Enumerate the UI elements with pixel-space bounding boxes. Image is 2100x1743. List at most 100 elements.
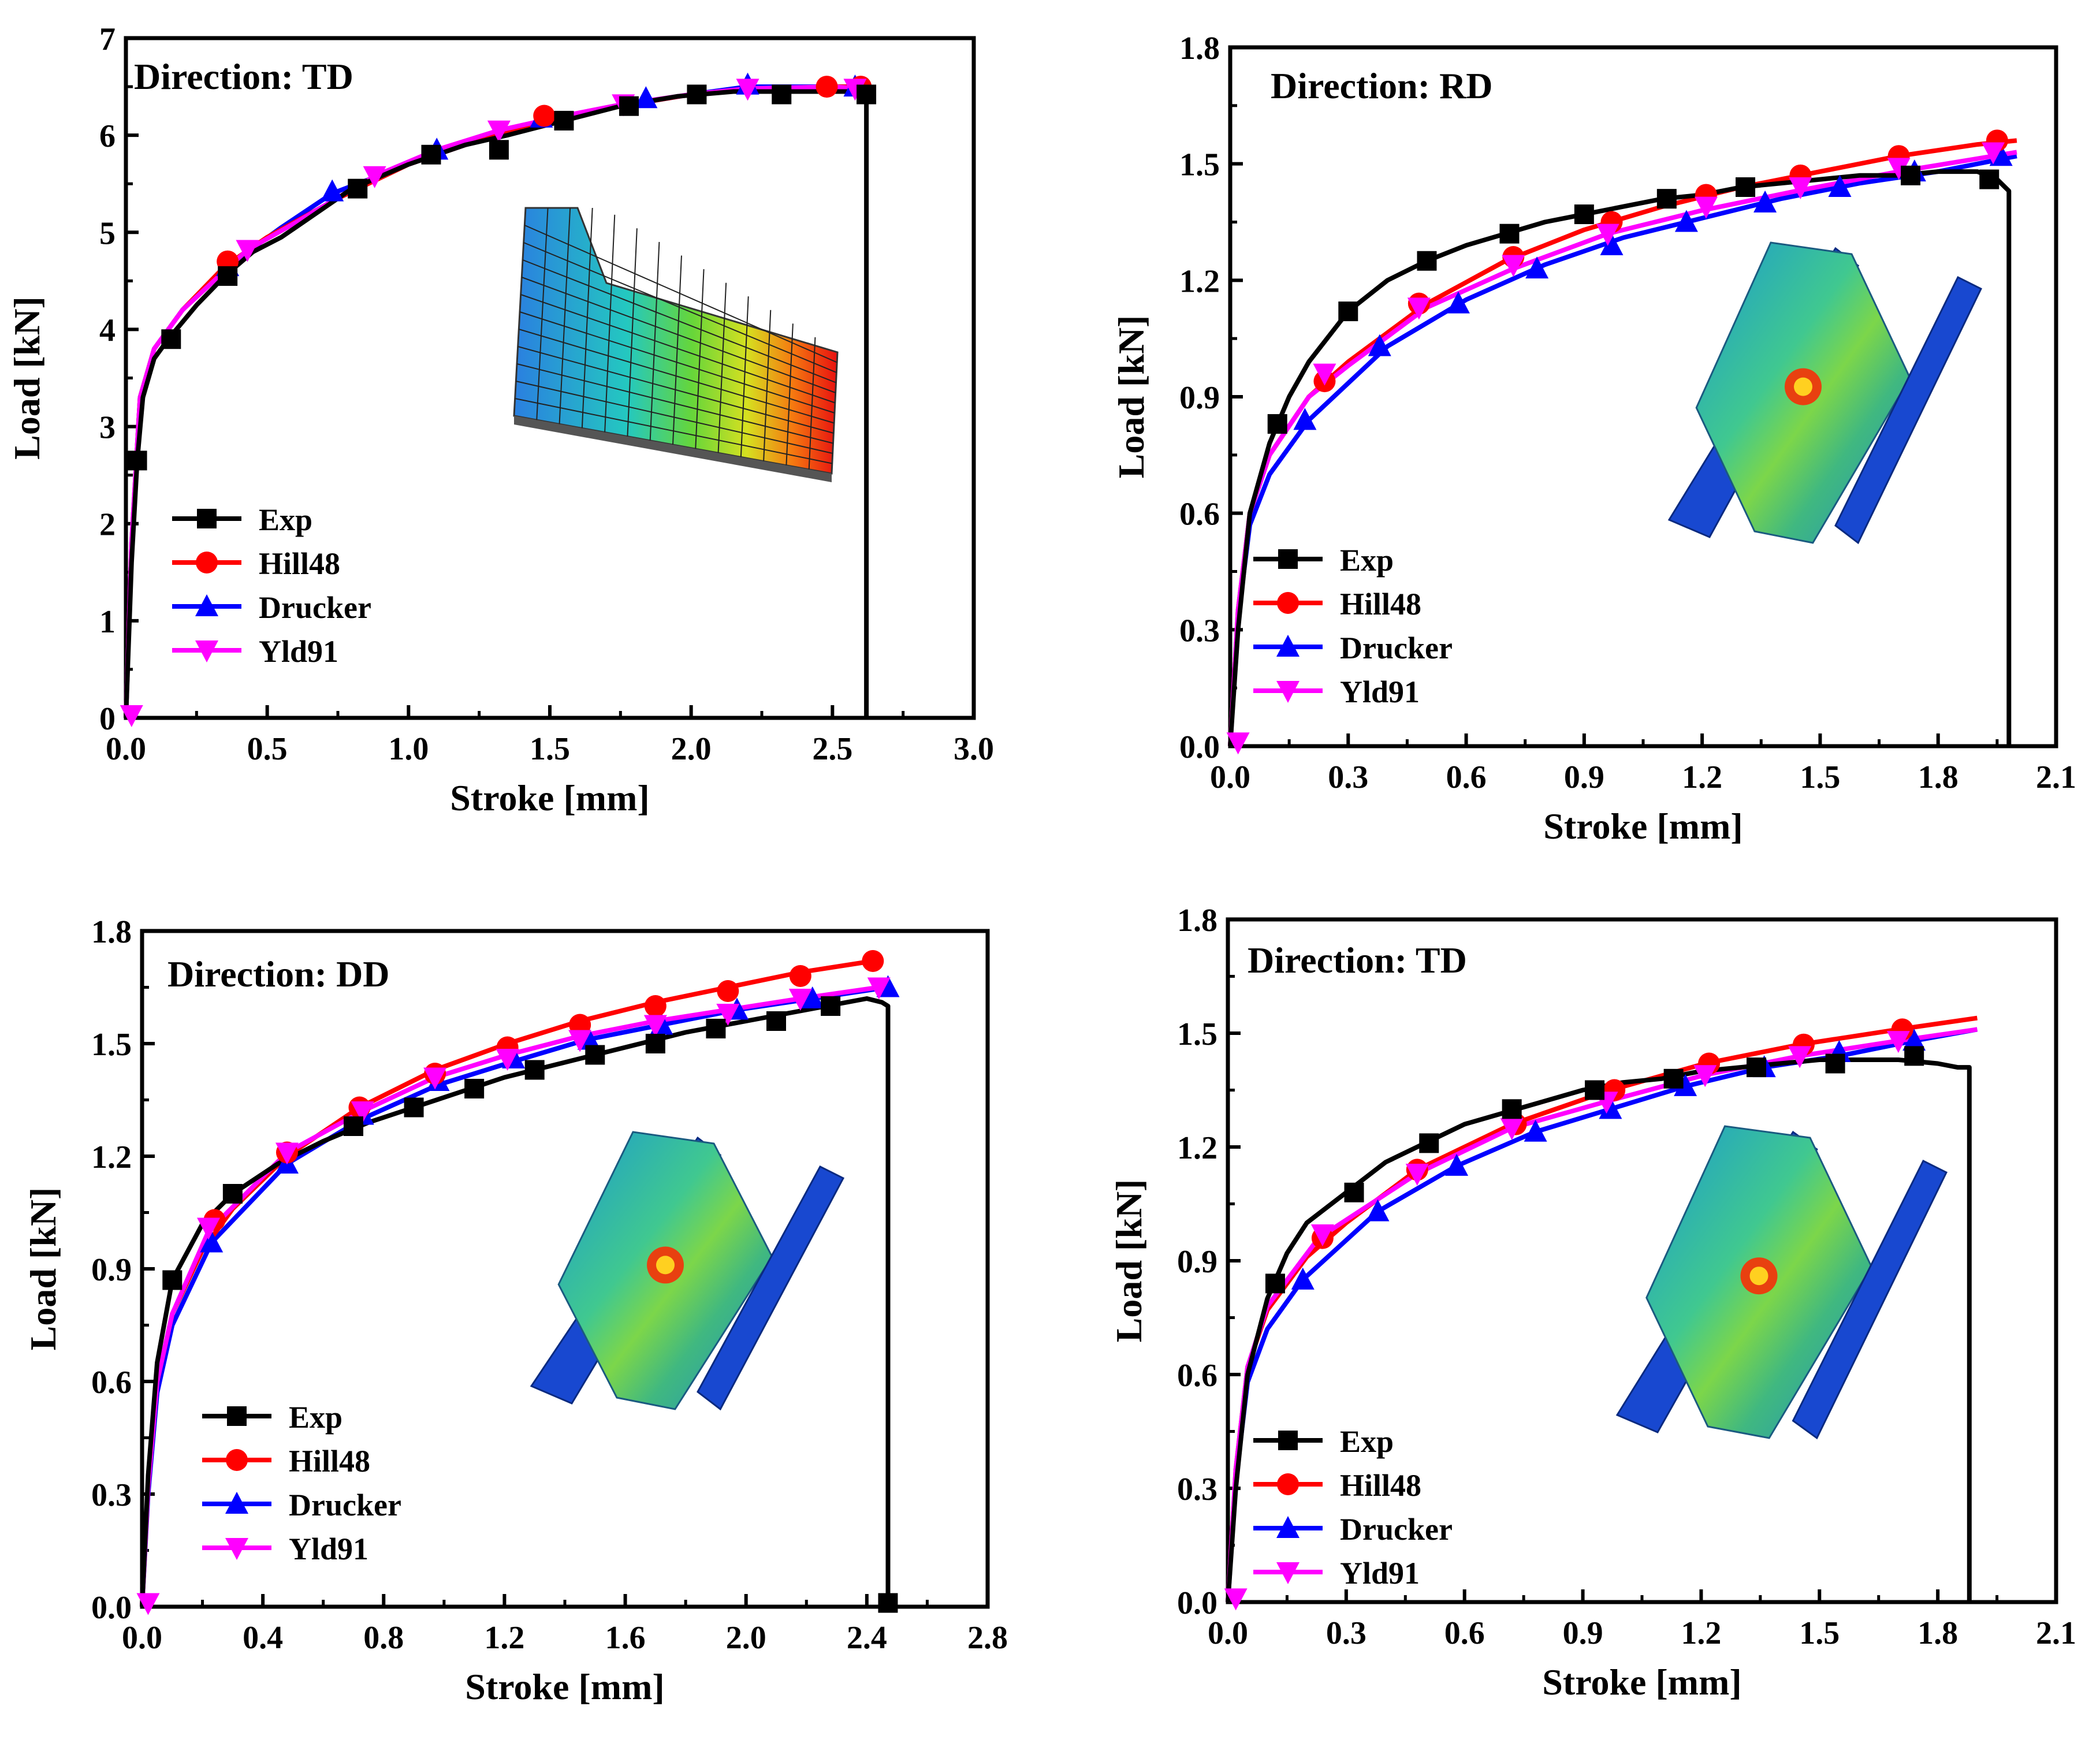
x-tick-label: 1.2 <box>484 1620 524 1656</box>
legend-label: Exp <box>259 502 312 537</box>
y-tick-label: 1.2 <box>91 1139 132 1175</box>
y-tick-label: 0.9 <box>1179 380 1220 416</box>
legend-marker <box>1277 592 1299 614</box>
marker-exp <box>878 1593 898 1613</box>
x-axis-label: Stroke [mm] <box>1542 1662 1741 1703</box>
inset-notched-shear-specimen-contour-icon <box>1615 1125 1948 1440</box>
x-tick-label: 2.0 <box>671 731 712 767</box>
x-tick-label: 1.5 <box>530 731 570 767</box>
marker-yld91 <box>1694 196 1718 219</box>
chart-panel: 0.0 0.3 0.6 0.9 1.2 1.5 1.8 2.1 0.0 0.3 0.6 0.9 1.2 1… <box>1111 31 2076 847</box>
marker-yld91 <box>736 79 759 101</box>
y-tick-label: 1.2 <box>1177 1130 1217 1166</box>
y-tick-label: 0.6 <box>1179 497 1220 532</box>
marker-exp <box>1502 1099 1522 1119</box>
specimen-right-grip <box>1792 1159 1948 1440</box>
marker-exp <box>222 1184 243 1204</box>
marker-yld91 <box>275 1142 299 1165</box>
marker-exp <box>1267 414 1287 434</box>
legend-marker <box>1278 1431 1298 1450</box>
marker-exp <box>706 1019 726 1038</box>
marker-exp <box>1825 1053 1845 1074</box>
legend-marker <box>226 1449 248 1471</box>
marker-drucker <box>634 86 658 109</box>
legend-label: Hill48 <box>1340 1468 1421 1503</box>
y-tick-label: 5 <box>99 215 116 251</box>
x-tick-label: 0.9 <box>1563 1615 1603 1651</box>
marker-exp <box>162 1270 183 1290</box>
marker-yld91 <box>1982 142 2005 165</box>
marker-drucker <box>1902 1029 1926 1051</box>
inset-notched-shear-specimen-contour-icon <box>1667 241 1982 545</box>
marker-yld91 <box>487 120 511 143</box>
marker-exp <box>554 110 574 131</box>
mesh-line <box>520 294 836 404</box>
y-tick-label: 7 <box>99 21 116 57</box>
marker-drucker <box>1600 233 1624 255</box>
x-tick-label: 1.8 <box>1917 1615 1958 1651</box>
marker-drucker <box>200 1230 224 1253</box>
marker-yld91 <box>351 1101 374 1123</box>
x-tick-label: 3.0 <box>954 731 994 767</box>
y-tick-label: 0 <box>99 701 116 737</box>
mesh-line <box>604 214 616 433</box>
marker-drucker <box>1524 1119 1547 1142</box>
y-axis-label: Load [kN] <box>1111 315 1152 479</box>
x-axis-label: Stroke [mm] <box>1543 806 1742 847</box>
marker-exp <box>344 1116 363 1136</box>
marker-yld91 <box>1407 297 1431 320</box>
marker-drucker <box>1525 256 1549 279</box>
marker-drucker <box>1599 1097 1622 1119</box>
notch-core <box>656 1256 675 1275</box>
marker-yld91 <box>1405 1163 1429 1186</box>
direction-annotation: Direction: DD <box>167 954 390 995</box>
y-tick-label: 1.5 <box>1179 147 1220 183</box>
marker-yld91 <box>867 977 891 1000</box>
x-tick-label: 0.9 <box>1564 759 1604 795</box>
x-axis-label: Stroke [mm] <box>450 777 649 818</box>
y-tick-label: 2 <box>99 507 116 543</box>
x-tick-label: 2.4 <box>847 1620 887 1656</box>
marker-yld91 <box>1224 1588 1248 1611</box>
legend-marker <box>1276 1516 1300 1538</box>
marker-exp <box>1338 301 1358 322</box>
marker-drucker <box>1291 1267 1315 1290</box>
x-tick-label: 1.0 <box>388 731 429 767</box>
legend-marker <box>1276 635 1300 657</box>
marker-exp <box>1419 1133 1439 1153</box>
marker-exp <box>1979 169 2000 189</box>
y-axis-label: Load [kN] <box>1108 1179 1149 1343</box>
legend-label: Drucker <box>1340 1512 1453 1547</box>
y-tick-label: 0.9 <box>1177 1244 1217 1280</box>
marker-exp <box>585 1045 605 1065</box>
mesh-line <box>516 363 833 444</box>
marker-hill48 <box>816 76 838 98</box>
y-tick-label: 0.6 <box>91 1365 132 1401</box>
marker-exp <box>1585 1080 1605 1100</box>
y-tick-label: 1.5 <box>91 1027 132 1063</box>
y-tick-label: 0.3 <box>1177 1472 1217 1507</box>
legend-label: Drucker <box>1340 631 1453 665</box>
marker-drucker <box>1446 291 1470 314</box>
marker-drucker <box>800 986 824 1008</box>
marker-exp <box>524 1060 545 1080</box>
marker-yld91 <box>1788 1046 1812 1068</box>
chart-panel: 0.0 0.4 0.8 1.2 1.6 2.0 2.4 2.8 0.0 0.3 0.6 0.9 1.2 1… <box>23 914 1008 1707</box>
marker-exp <box>218 266 238 286</box>
marker-exp <box>1656 189 1677 209</box>
legend-marker <box>197 509 217 528</box>
mesh-line <box>785 323 794 465</box>
marker-yld91 <box>1789 177 1812 199</box>
x-tick-label: 0.5 <box>247 731 288 767</box>
series-line-exp <box>1226 1057 1972 1603</box>
x-tick-label: 0.3 <box>1328 759 1368 795</box>
x-tick-label: 2.5 <box>812 731 852 767</box>
mesh-line <box>517 346 834 434</box>
marker-exp <box>687 84 707 105</box>
direction-annotation: Direction: TD <box>134 56 353 97</box>
legend-label: Yld91 <box>289 1532 368 1566</box>
direction-annotation: Direction: RD <box>1271 65 1493 106</box>
x-tick-label: 1.2 <box>1681 1615 1721 1651</box>
x-tick-label: 0.6 <box>1446 759 1487 795</box>
marker-exp <box>1747 1057 1767 1078</box>
